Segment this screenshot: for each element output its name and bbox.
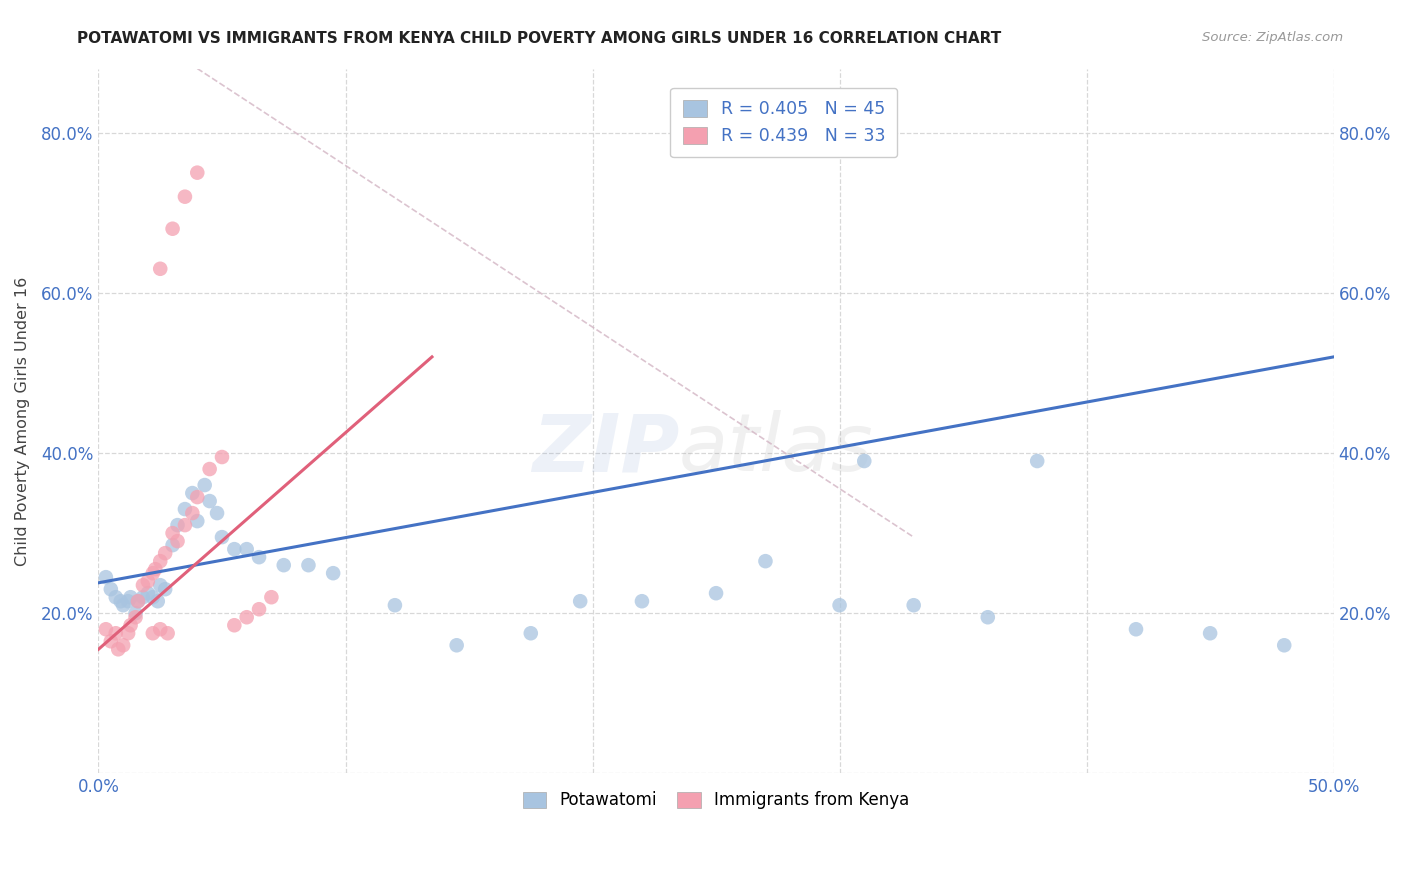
Point	[1272, 638, 1295, 652]
Point	[104, 626, 127, 640]
Point	[149, 578, 172, 592]
Point	[247, 602, 270, 616]
Point	[853, 454, 876, 468]
Point	[194, 478, 217, 492]
Point	[186, 514, 208, 528]
Point	[104, 591, 127, 605]
Point	[149, 622, 172, 636]
Point	[149, 261, 172, 276]
Point	[174, 190, 197, 204]
Point	[903, 598, 925, 612]
Point	[224, 618, 246, 632]
Point	[120, 591, 142, 605]
Text: atlas: atlas	[679, 410, 873, 488]
Point	[384, 598, 406, 612]
Point	[142, 591, 165, 605]
Point	[224, 542, 246, 557]
Point	[754, 554, 776, 568]
Point	[828, 598, 851, 612]
Point	[132, 591, 155, 605]
Point	[211, 450, 233, 464]
Point	[1026, 454, 1049, 468]
Point	[260, 591, 283, 605]
Point	[162, 526, 184, 541]
Point	[100, 634, 122, 648]
Point	[211, 530, 233, 544]
Point	[142, 566, 165, 581]
Point	[112, 598, 135, 612]
Point	[100, 582, 122, 597]
Point	[569, 594, 592, 608]
Point	[156, 626, 179, 640]
Point	[94, 622, 117, 636]
Point	[186, 490, 208, 504]
Point	[520, 626, 543, 640]
Point	[142, 626, 165, 640]
Point	[198, 462, 221, 476]
Point	[186, 166, 208, 180]
Point	[143, 562, 166, 576]
Point	[162, 538, 184, 552]
Point	[117, 626, 139, 640]
Point	[136, 574, 159, 589]
Point	[124, 610, 146, 624]
Legend: Potawatomi, Immigrants from Kenya: Potawatomi, Immigrants from Kenya	[516, 785, 915, 816]
Point	[127, 594, 149, 608]
Point	[235, 610, 257, 624]
Y-axis label: Child Poverty Among Girls Under 16: Child Poverty Among Girls Under 16	[15, 277, 30, 566]
Point	[127, 594, 149, 608]
Point	[117, 594, 139, 608]
Point	[297, 558, 319, 573]
Point	[153, 582, 176, 597]
Point	[205, 506, 228, 520]
Point	[146, 594, 169, 608]
Point	[166, 518, 188, 533]
Point	[162, 221, 184, 235]
Point	[198, 494, 221, 508]
Point	[631, 594, 654, 608]
Point	[235, 542, 257, 557]
Point	[153, 546, 176, 560]
Point	[112, 638, 135, 652]
Point	[136, 586, 159, 600]
Point	[704, 586, 727, 600]
Text: Source: ZipAtlas.com: Source: ZipAtlas.com	[1202, 31, 1343, 45]
Point	[446, 638, 468, 652]
Point	[110, 594, 132, 608]
Text: ZIP: ZIP	[531, 410, 679, 488]
Point	[181, 486, 204, 500]
Point	[94, 570, 117, 584]
Point	[120, 618, 142, 632]
Point	[174, 502, 197, 516]
Point	[132, 578, 155, 592]
Point	[1199, 626, 1222, 640]
Point	[322, 566, 344, 581]
Point	[977, 610, 1000, 624]
Point	[124, 606, 146, 620]
Point	[149, 554, 172, 568]
Point	[181, 506, 204, 520]
Point	[166, 534, 188, 549]
Point	[247, 550, 270, 565]
Point	[273, 558, 295, 573]
Text: POTAWATOMI VS IMMIGRANTS FROM KENYA CHILD POVERTY AMONG GIRLS UNDER 16 CORRELATI: POTAWATOMI VS IMMIGRANTS FROM KENYA CHIL…	[77, 31, 1001, 46]
Point	[1125, 622, 1147, 636]
Point	[107, 642, 129, 657]
Point	[174, 518, 197, 533]
